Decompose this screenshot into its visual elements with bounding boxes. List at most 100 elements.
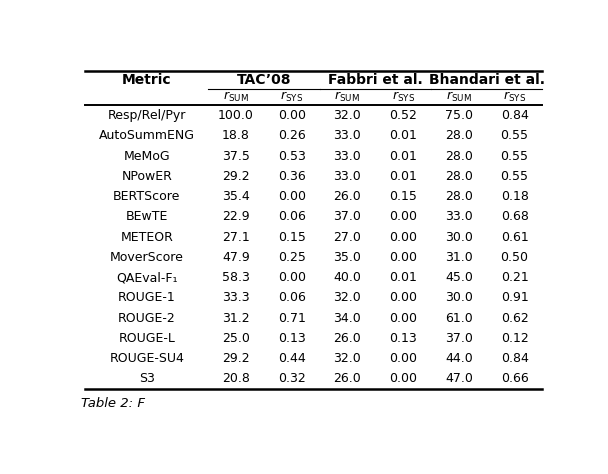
Text: 0.15: 0.15 <box>278 231 306 244</box>
Text: Fabbri et al.: Fabbri et al. <box>328 73 423 87</box>
Text: Bhandari et al.: Bhandari et al. <box>429 73 545 87</box>
Text: 0.52: 0.52 <box>389 109 417 122</box>
Text: 28.0: 28.0 <box>445 150 473 163</box>
Text: 32.0: 32.0 <box>334 109 361 122</box>
Text: ROUGE-2: ROUGE-2 <box>118 311 176 325</box>
Text: 0.01: 0.01 <box>389 271 417 284</box>
Text: 33.0: 33.0 <box>334 129 361 142</box>
Text: 0.06: 0.06 <box>278 210 306 223</box>
Text: MeMoG: MeMoG <box>123 150 170 163</box>
Text: Metric: Metric <box>122 73 171 87</box>
Text: 0.12: 0.12 <box>501 332 528 345</box>
Text: 58.3: 58.3 <box>222 271 250 284</box>
Text: 61.0: 61.0 <box>445 311 473 325</box>
Text: 33.0: 33.0 <box>445 210 473 223</box>
Text: 33.0: 33.0 <box>334 150 361 163</box>
Text: 28.0: 28.0 <box>445 190 473 203</box>
Text: MoverScore: MoverScore <box>110 251 184 264</box>
Text: 0.00: 0.00 <box>389 292 417 304</box>
Text: 32.0: 32.0 <box>334 352 361 365</box>
Text: ROUGE-1: ROUGE-1 <box>118 292 176 304</box>
Text: 37.5: 37.5 <box>222 150 250 163</box>
Text: 40.0: 40.0 <box>333 271 361 284</box>
Text: 26.0: 26.0 <box>334 373 361 385</box>
Text: 45.0: 45.0 <box>445 271 473 284</box>
Text: 0.00: 0.00 <box>389 231 417 244</box>
Text: 30.0: 30.0 <box>445 231 473 244</box>
Text: BEwTE: BEwTE <box>125 210 168 223</box>
Text: 0.13: 0.13 <box>278 332 306 345</box>
Text: 47.0: 47.0 <box>445 373 473 385</box>
Text: 0.84: 0.84 <box>500 109 528 122</box>
Text: 30.0: 30.0 <box>445 292 473 304</box>
Text: 20.8: 20.8 <box>222 373 250 385</box>
Text: $r_{\mathrm{SYS}}$: $r_{\mathrm{SYS}}$ <box>392 90 415 104</box>
Text: 0.00: 0.00 <box>389 251 417 264</box>
Text: 75.0: 75.0 <box>445 109 473 122</box>
Text: 29.2: 29.2 <box>222 170 250 183</box>
Text: 0.44: 0.44 <box>278 352 306 365</box>
Text: 33.3: 33.3 <box>222 292 250 304</box>
Text: 0.26: 0.26 <box>278 129 306 142</box>
Text: 32.0: 32.0 <box>334 292 361 304</box>
Text: $r_{\mathrm{SUM}}$: $r_{\mathrm{SUM}}$ <box>223 90 249 104</box>
Text: 0.21: 0.21 <box>501 271 528 284</box>
Text: $r_{\mathrm{SUM}}$: $r_{\mathrm{SUM}}$ <box>334 90 361 104</box>
Text: 25.0: 25.0 <box>222 332 250 345</box>
Text: 0.01: 0.01 <box>389 170 417 183</box>
Text: 26.0: 26.0 <box>334 332 361 345</box>
Text: 0.00: 0.00 <box>389 352 417 365</box>
Text: QAEval-F₁: QAEval-F₁ <box>116 271 178 284</box>
Text: 0.91: 0.91 <box>501 292 528 304</box>
Text: 34.0: 34.0 <box>334 311 361 325</box>
Text: $r_{\mathrm{SYS}}$: $r_{\mathrm{SYS}}$ <box>503 90 526 104</box>
Text: 0.62: 0.62 <box>501 311 528 325</box>
Text: 0.01: 0.01 <box>389 150 417 163</box>
Text: AutoSummENG: AutoSummENG <box>98 129 195 142</box>
Text: 0.53: 0.53 <box>278 150 306 163</box>
Text: 27.1: 27.1 <box>222 231 250 244</box>
Text: 0.15: 0.15 <box>389 190 417 203</box>
Text: 0.55: 0.55 <box>500 150 528 163</box>
Text: TAC’08: TAC’08 <box>237 73 291 87</box>
Text: $r_{\mathrm{SYS}}$: $r_{\mathrm{SYS}}$ <box>280 90 303 104</box>
Text: 0.55: 0.55 <box>500 129 528 142</box>
Text: 31.0: 31.0 <box>445 251 473 264</box>
Text: BERTScore: BERTScore <box>113 190 181 203</box>
Text: 29.2: 29.2 <box>222 352 250 365</box>
Text: 18.8: 18.8 <box>222 129 250 142</box>
Text: 0.06: 0.06 <box>278 292 306 304</box>
Text: 0.68: 0.68 <box>500 210 528 223</box>
Text: 0.84: 0.84 <box>500 352 528 365</box>
Text: Table 2: F: Table 2: F <box>81 397 145 410</box>
Text: 26.0: 26.0 <box>334 190 361 203</box>
Text: 37.0: 37.0 <box>445 332 473 345</box>
Text: 0.00: 0.00 <box>389 311 417 325</box>
Text: 0.71: 0.71 <box>278 311 306 325</box>
Text: 47.9: 47.9 <box>222 251 250 264</box>
Text: 0.18: 0.18 <box>500 190 528 203</box>
Text: 0.50: 0.50 <box>500 251 528 264</box>
Text: 22.9: 22.9 <box>222 210 250 223</box>
Text: 33.0: 33.0 <box>334 170 361 183</box>
Text: 37.0: 37.0 <box>333 210 361 223</box>
Text: 28.0: 28.0 <box>445 129 473 142</box>
Text: 0.00: 0.00 <box>278 271 306 284</box>
Text: METEOR: METEOR <box>120 231 173 244</box>
Text: 0.00: 0.00 <box>389 373 417 385</box>
Text: 31.2: 31.2 <box>222 311 250 325</box>
Text: 35.0: 35.0 <box>333 251 361 264</box>
Text: 0.55: 0.55 <box>500 170 528 183</box>
Text: 27.0: 27.0 <box>333 231 361 244</box>
Text: 0.61: 0.61 <box>501 231 528 244</box>
Text: 35.4: 35.4 <box>222 190 250 203</box>
Text: 0.32: 0.32 <box>278 373 306 385</box>
Text: 28.0: 28.0 <box>445 170 473 183</box>
Text: 0.00: 0.00 <box>278 190 306 203</box>
Text: 100.0: 100.0 <box>218 109 254 122</box>
Text: S3: S3 <box>139 373 154 385</box>
Text: 0.36: 0.36 <box>278 170 306 183</box>
Text: 0.13: 0.13 <box>389 332 417 345</box>
Text: 0.01: 0.01 <box>389 129 417 142</box>
Text: Resp/Rel/Pyr: Resp/Rel/Pyr <box>108 109 186 122</box>
